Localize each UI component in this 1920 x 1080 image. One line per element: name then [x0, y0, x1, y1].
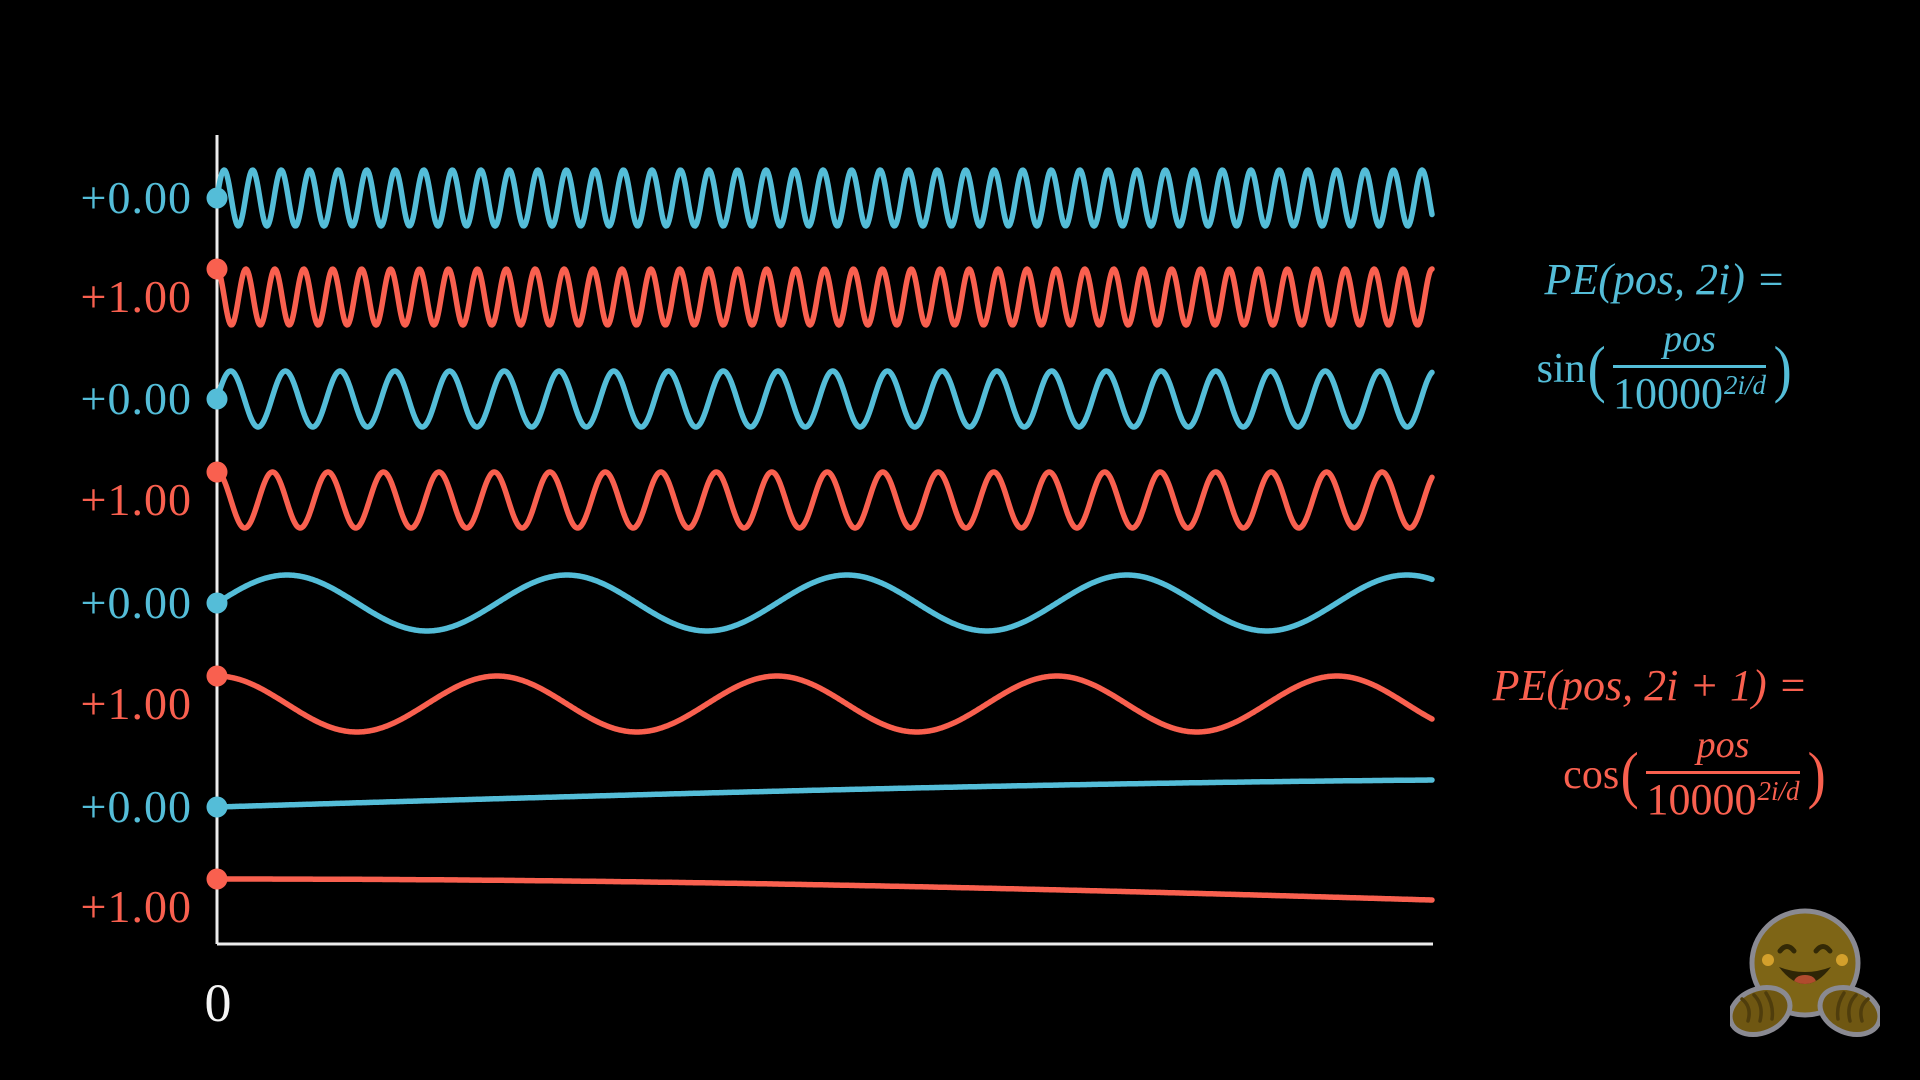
sin-formula: PE(pos, 2i) = sin( pos 100002i/d): [1470, 254, 1860, 417]
row-value-label-3: +0.00: [80, 373, 192, 424]
cos-denominator-base: 10000: [1646, 774, 1757, 824]
wave-cos-row-4: [214, 469, 1435, 531]
sin-fraction-denominator: 100002i/d: [1613, 368, 1767, 418]
fraction-bar: [1613, 364, 1767, 368]
wave-cos-row-2: [214, 266, 1435, 328]
wave-cos-row-6: [214, 673, 1435, 735]
wave-sin-row-3: [214, 368, 1435, 430]
start-dot-row-2: [206, 258, 228, 280]
start-dot-row-8: [206, 868, 228, 890]
row-value-label-2: +1.00: [80, 271, 192, 322]
row-value-label-7: +0.00: [80, 781, 192, 832]
sin-fraction: pos 100002i/d: [1609, 318, 1770, 418]
hf-eyes: [1777, 944, 1833, 954]
row-value-label-5: +0.00: [80, 577, 192, 628]
fraction-bar: [1646, 770, 1800, 774]
cos-formula: PE(pos, 2i + 1) = cos( pos 100002i/d): [1440, 660, 1860, 823]
sin-denominator-base: 10000: [1613, 368, 1723, 418]
hf-right-cheek: [1836, 954, 1848, 966]
sin-formula-lhs: PE(pos, 2i) =: [1544, 255, 1786, 304]
x-axis-origin-label: 0: [204, 973, 232, 1033]
hugging-face-logo: [1730, 908, 1880, 1037]
start-dot-row-6: [206, 665, 228, 687]
start-dot-row-7: [206, 796, 228, 818]
cos-function-name: cos: [1563, 751, 1620, 798]
sin-open-paren: (: [1587, 332, 1606, 404]
sin-close-paren: ): [1773, 332, 1792, 404]
start-dot-row-5: [206, 592, 228, 614]
start-dot-row-1: [206, 187, 228, 209]
cos-fraction-numerator: pos: [1696, 724, 1750, 766]
hf-tongue: [1794, 975, 1816, 984]
row-value-label-6: +1.00: [80, 678, 192, 729]
hf-finger-lines: [1740, 991, 1870, 1023]
cos-fraction: pos 100002i/d: [1642, 724, 1803, 824]
sin-function-name: sin: [1536, 345, 1586, 392]
row-value-label-1: +0.00: [80, 172, 192, 223]
start-dot-row-3: [206, 388, 228, 410]
row-value-label-8: +1.00: [80, 881, 192, 932]
wave-sin-row-7: [214, 777, 1435, 810]
cos-close-paren: ): [1807, 738, 1826, 810]
cos-denominator-exponent: 2i/d: [1757, 775, 1800, 806]
wave-sin-row-5: [214, 572, 1435, 634]
row-value-label-4: +1.00: [80, 474, 192, 525]
wave-cos-row-8: [214, 876, 1435, 903]
sin-denominator-exponent: 2i/d: [1724, 369, 1767, 400]
start-dot-row-4: [206, 461, 228, 483]
wave-sin-row-1: [214, 167, 1435, 229]
cos-formula-lhs: PE(pos, 2i + 1) =: [1492, 661, 1808, 710]
hf-left-cheek: [1762, 954, 1774, 966]
sin-formula-rhs: sin( pos 100002i/d): [1536, 318, 1794, 418]
cos-open-paren: (: [1620, 738, 1639, 810]
sin-fraction-numerator: pos: [1663, 318, 1716, 360]
cos-formula-rhs: cos( pos 100002i/d): [1563, 724, 1827, 824]
cos-fraction-denominator: 100002i/d: [1646, 774, 1800, 824]
